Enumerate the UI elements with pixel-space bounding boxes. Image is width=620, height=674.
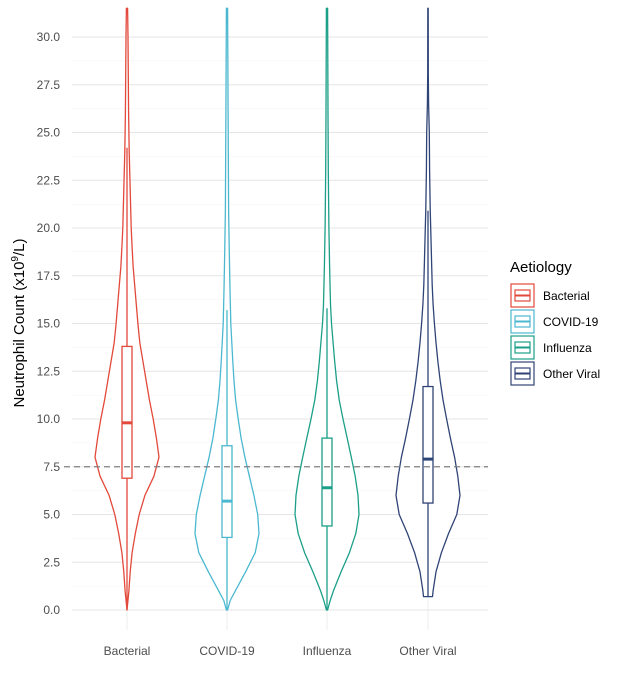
y-axis-title-superscript: 9 [10,256,21,262]
y-axis-title-main: Neutrophil Count (x10 [11,262,28,408]
violin-shape [194,7,260,611]
y-tick-label: 0.0 [43,603,60,617]
violin-group [194,7,260,611]
legend-item: Other Viral [510,361,600,386]
legend-item: Influenza [510,335,592,360]
y-tick-label: 12.5 [37,364,61,378]
y-tick-label: 2.5 [43,555,60,569]
y-tick-label: 5.0 [43,508,60,522]
legend-label: COVID-19 [543,315,599,329]
y-tick-label: 20.0 [37,221,61,235]
legend-item: COVID-19 [510,309,599,334]
legend-label: Bacterial [543,289,590,303]
box [321,437,333,527]
violin-group [94,7,160,611]
y-tick-label: 27.5 [37,78,61,92]
legend-title: Aetiology [510,259,572,276]
y-axis-title: Neutrophil Count (x109/L) [10,239,28,408]
legend-items: Bacterial COVID-19 Influenza Other Viral [510,283,600,386]
legend-item: Bacterial [510,283,590,308]
box [121,345,133,479]
legend: Aetiology Bacterial COVID-19 Influenza Othe… [510,259,600,386]
y-tick-labels: 0.0 2.5 5.0 7.5 10.0 12.5 15.0 17.5 20.0 22.5 25.0… [37,30,61,617]
y-tick-label: 7.5 [43,460,60,474]
y-tick-label: 10.0 [37,412,61,426]
violin-group [294,7,360,611]
x-tick-labels: Bacterial COVID-19 Influenza Other Viral [104,644,457,658]
y-tick-label: 22.5 [37,173,61,187]
y-tick-label: 30.0 [37,30,61,44]
legend-label: Other Viral [543,367,600,381]
y-tick-label: 25.0 [37,126,61,140]
x-tick-label: Other Viral [399,644,456,658]
violin-plots [94,7,461,611]
x-tick-label: Bacterial [104,644,151,658]
y-tick-label: 15.0 [37,317,61,331]
y-tick-label: 17.5 [37,269,61,283]
box [221,445,233,539]
violin-group [395,7,461,598]
legend-label: Influenza [543,341,592,355]
x-tick-label: COVID-19 [199,644,255,658]
x-tick-label: Influenza [303,644,352,658]
y-axis-title-suffix: /L) [11,239,28,257]
box [422,385,434,504]
